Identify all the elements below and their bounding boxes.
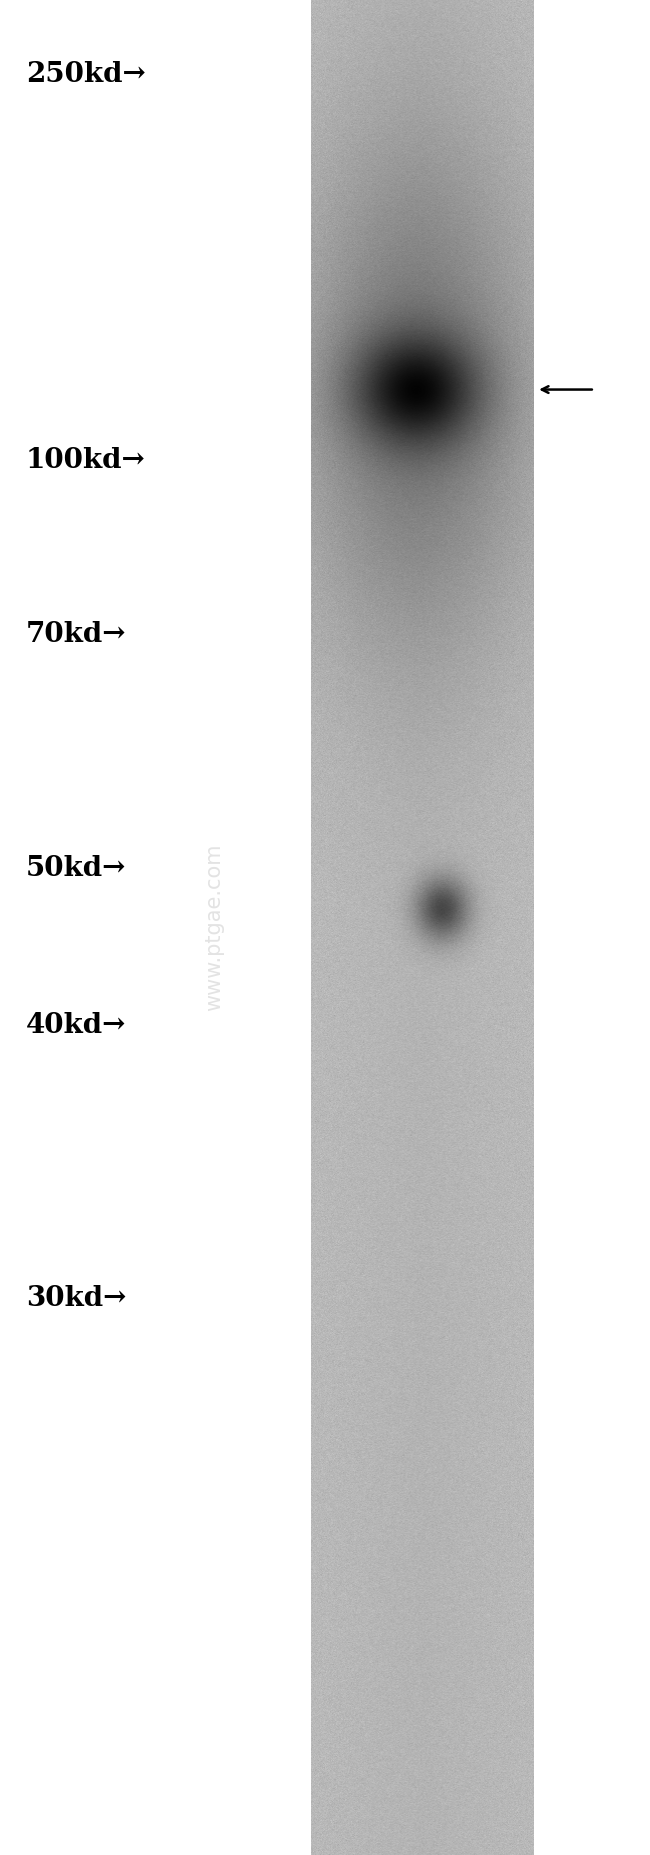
Text: 250kd→: 250kd→ — [26, 61, 146, 87]
Text: 100kd→: 100kd→ — [26, 447, 146, 473]
Text: 50kd→: 50kd→ — [26, 855, 126, 881]
Text: 30kd→: 30kd→ — [26, 1286, 126, 1311]
Text: 40kd→: 40kd→ — [26, 1013, 126, 1039]
Text: www.ptgae.com: www.ptgae.com — [205, 844, 224, 1011]
Text: 70kd→: 70kd→ — [26, 621, 127, 647]
